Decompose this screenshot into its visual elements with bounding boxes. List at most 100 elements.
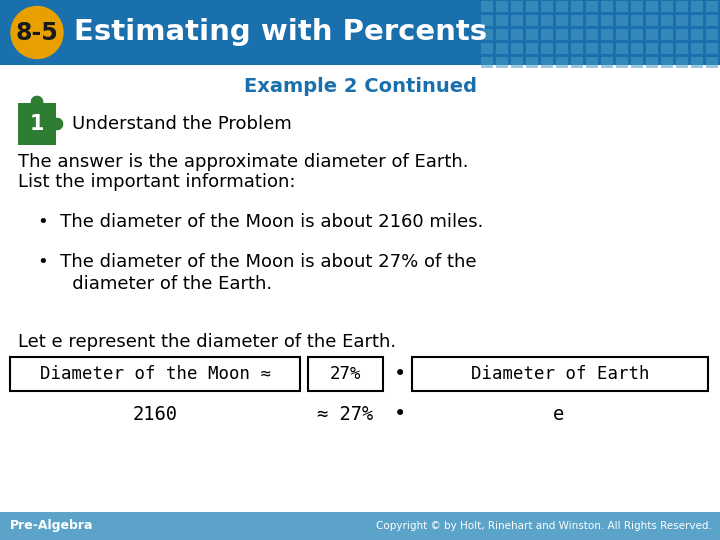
Bar [706, 57, 718, 68]
Bar [556, 1, 568, 12]
Bar [646, 1, 658, 12]
Text: 27%: 27% [330, 365, 361, 383]
Bar [661, 57, 673, 68]
Bar [691, 57, 703, 68]
Text: List the important information:: List the important information: [18, 173, 295, 191]
Bar [646, 43, 658, 54]
Bar [10, 357, 300, 391]
Bar [616, 43, 628, 54]
Bar [556, 57, 568, 68]
Text: 8-5: 8-5 [16, 21, 58, 44]
Circle shape [32, 97, 42, 107]
Bar [541, 43, 553, 54]
Bar [676, 1, 688, 12]
Bar [511, 43, 523, 54]
Bar [541, 57, 553, 68]
Bar [646, 15, 658, 26]
Bar [661, 43, 673, 54]
Text: Understand the Problem: Understand the Problem [72, 115, 292, 133]
Bar [481, 43, 493, 54]
Text: •  The diameter of the Moon is about 2160 miles.: • The diameter of the Moon is about 2160… [38, 213, 483, 231]
Bar [571, 15, 583, 26]
Text: Diameter of the Moon ≈: Diameter of the Moon ≈ [40, 365, 271, 383]
Bar [511, 15, 523, 26]
Bar [308, 357, 383, 391]
Bar [511, 57, 523, 68]
Bar [646, 57, 658, 68]
Bar [571, 57, 583, 68]
Bar [586, 15, 598, 26]
Bar [511, 1, 523, 12]
Bar [661, 1, 673, 12]
Bar [601, 15, 613, 26]
Bar [526, 15, 538, 26]
Bar [616, 1, 628, 12]
Bar [571, 1, 583, 12]
Bar [676, 43, 688, 54]
Bar [631, 1, 643, 12]
Bar [541, 15, 553, 26]
Bar [676, 57, 688, 68]
Text: Let e represent the diameter of the Earth.: Let e represent the diameter of the Eart… [18, 333, 396, 351]
Bar [18, 103, 56, 145]
Bar [631, 43, 643, 54]
Bar [616, 29, 628, 40]
Bar [481, 57, 493, 68]
Text: e: e [552, 404, 564, 423]
Bar [481, 29, 493, 40]
Text: 1: 1 [30, 114, 44, 134]
Bar [706, 29, 718, 40]
Bar [526, 29, 538, 40]
Bar [691, 15, 703, 26]
Bar [586, 57, 598, 68]
Text: •: • [394, 404, 406, 424]
Bar [0, 512, 720, 540]
Bar [601, 29, 613, 40]
Text: ≈ 27%: ≈ 27% [317, 404, 373, 423]
Text: 2160: 2160 [132, 404, 178, 423]
Bar [496, 29, 508, 40]
Bar [706, 15, 718, 26]
Bar [556, 29, 568, 40]
Text: Example 2 Continued: Example 2 Continued [243, 78, 477, 97]
Bar [676, 29, 688, 40]
Bar [526, 43, 538, 54]
Bar [526, 57, 538, 68]
Bar [586, 43, 598, 54]
Bar [631, 57, 643, 68]
Bar [586, 29, 598, 40]
Circle shape [30, 139, 43, 152]
Bar [496, 1, 508, 12]
Bar [526, 1, 538, 12]
Bar [661, 15, 673, 26]
Bar [556, 43, 568, 54]
Text: Diameter of Earth: Diameter of Earth [471, 365, 649, 383]
Bar [616, 15, 628, 26]
Bar [0, 0, 720, 65]
Text: The answer is the approximate diameter of Earth.: The answer is the approximate diameter o… [18, 153, 469, 171]
Bar [661, 29, 673, 40]
Bar [676, 15, 688, 26]
Bar [706, 43, 718, 54]
Bar [601, 1, 613, 12]
Text: •: • [394, 364, 406, 384]
Bar [496, 15, 508, 26]
Text: Copyright © by Holt, Rinehart and Winston. All Rights Reserved.: Copyright © by Holt, Rinehart and Winsto… [376, 521, 712, 531]
Bar [571, 43, 583, 54]
Circle shape [32, 97, 42, 107]
Bar [631, 29, 643, 40]
Bar [496, 43, 508, 54]
Bar [586, 1, 598, 12]
Circle shape [52, 118, 63, 130]
Bar [601, 57, 613, 68]
Bar [412, 357, 708, 391]
Bar [691, 29, 703, 40]
Bar [631, 15, 643, 26]
Bar [496, 57, 508, 68]
Circle shape [11, 118, 24, 131]
Bar [646, 29, 658, 40]
Bar [616, 57, 628, 68]
Bar [18, 103, 56, 145]
Bar [511, 29, 523, 40]
Circle shape [11, 6, 63, 58]
